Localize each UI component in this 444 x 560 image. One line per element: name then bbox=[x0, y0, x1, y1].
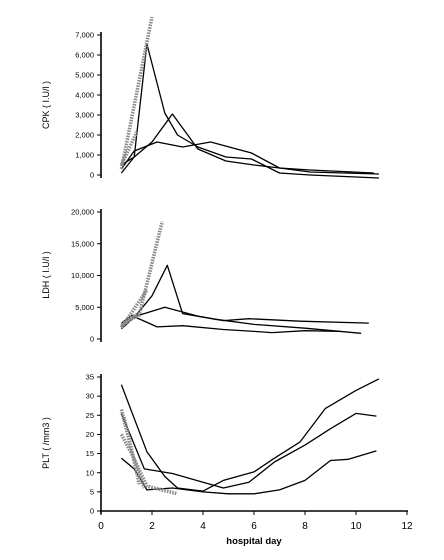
ldh-series-3-line bbox=[121, 314, 341, 334]
cpk-y-tick-label: 1,000 bbox=[75, 151, 94, 160]
ldh-series-1-line bbox=[120, 264, 362, 334]
ldh-series-5-hatched-line bbox=[119, 289, 149, 329]
plt-series-3-line bbox=[120, 450, 377, 495]
ldh-panel: 0 5,000 10,000 15,000 20,000 LDH ( I.U/l ) bbox=[41, 208, 369, 344]
plt-series-1-line bbox=[120, 378, 380, 492]
plt-y-tick-label: 5 bbox=[90, 487, 94, 496]
cpk-series-3-line bbox=[120, 141, 379, 175]
ldh-y-tick-label: 10,000 bbox=[71, 271, 94, 280]
x-tick-label: 6 bbox=[251, 521, 257, 532]
plt-y-tick-label: 25 bbox=[86, 411, 94, 420]
plt-y-tick-label: 10 bbox=[86, 468, 94, 477]
cpk-series-2-line bbox=[121, 113, 374, 174]
x-tick-label: 2 bbox=[149, 521, 155, 532]
cpk-y-tick-label: 3,000 bbox=[75, 111, 94, 120]
plt-y-tick-label: 0 bbox=[90, 507, 94, 516]
x-tick-label: 10 bbox=[350, 521, 362, 532]
x-tick-label: 12 bbox=[401, 521, 413, 532]
cpk-series-1-line bbox=[120, 43, 379, 179]
ldh-y-tick-label: 20,000 bbox=[71, 208, 94, 217]
cpk-y-tick-label: 0 bbox=[90, 171, 94, 180]
cpk-panel: 0 1,000 2,000 3,000 4,000 5,000 6,000 7,000 CPK … bbox=[41, 16, 379, 180]
plt-series-6-hatched-line bbox=[119, 433, 178, 496]
x-tick-label: 4 bbox=[200, 521, 206, 532]
plt-y-tick-label: 15 bbox=[86, 449, 94, 458]
plt-panel: 0 5 10 15 20 25 30 35 PLT ( /mm3 ) 0 2 4 6 8 10 12 hospi… bbox=[41, 373, 413, 547]
x-axis-title: hospital day bbox=[226, 536, 282, 547]
cpk-y-tick-label: 5,000 bbox=[75, 71, 94, 80]
ldh-y-tick-label: 0 bbox=[90, 335, 94, 344]
plt-y-tick-label: 30 bbox=[86, 392, 94, 401]
plt-series-5-hatched-line bbox=[122, 416, 146, 489]
ldh-y-tick-label: 15,000 bbox=[71, 239, 94, 248]
cpk-y-tick-label: 2,000 bbox=[75, 131, 94, 140]
ldh-y-axis-title: LDH ( I.U/l ) bbox=[41, 251, 51, 299]
cpk-y-tick-label: 6,000 bbox=[75, 51, 94, 60]
ldh-series-6-hatched-line bbox=[120, 312, 138, 328]
x-tick-label: 0 bbox=[98, 521, 104, 532]
plt-y-axis-title: PLT ( /mm3 ) bbox=[41, 417, 51, 469]
plt-y-tick-label: 35 bbox=[86, 373, 94, 382]
plt-y-tick-label: 20 bbox=[86, 430, 94, 439]
cpk-series-5-hatched-line bbox=[119, 16, 154, 170]
cpk-y-axis-title: CPK ( I.U/l ) bbox=[41, 81, 51, 129]
ldh-y-tick-label: 5,000 bbox=[75, 303, 94, 312]
cpk-series-4-hatched-line bbox=[119, 131, 139, 166]
plt-series-2-line bbox=[120, 412, 377, 489]
cpk-y-tick-label: 7,000 bbox=[75, 31, 94, 40]
cpk-y-tick-label: 4,000 bbox=[75, 91, 94, 100]
x-tick-label: 8 bbox=[302, 521, 308, 532]
